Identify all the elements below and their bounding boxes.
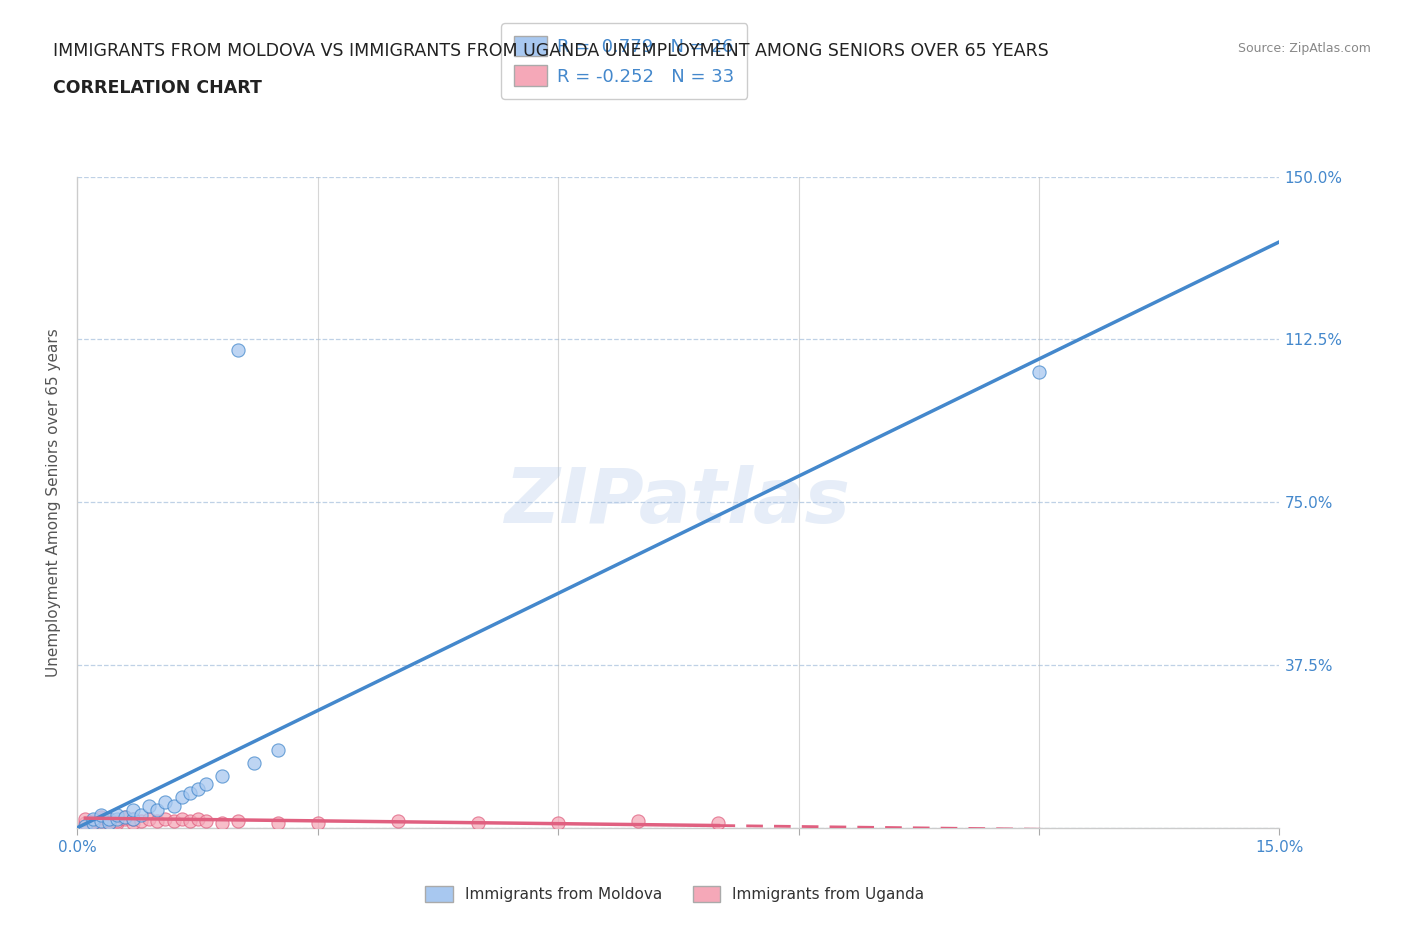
Point (90, 816, 112, 830)
Point (75, 812, 97, 827)
Point (170, 812, 193, 827)
Point (194, 814, 217, 829)
Point (107, 816, 129, 830)
Point (138, 812, 160, 827)
Point (547, 816, 569, 830)
Text: IMMIGRANTS FROM MOLDOVA VS IMMIGRANTS FROM UGANDA UNEMPLOYMENT AMONG SENIORS OVE: IMMIGRANTS FROM MOLDOVA VS IMMIGRANTS FR… (53, 42, 1049, 60)
Point (170, 790, 193, 804)
Point (267, 742, 290, 757)
Point (98, 812, 121, 827)
Point (138, 799, 160, 814)
Point (98, 812, 121, 827)
Point (707, 816, 730, 830)
Point (1028, 365, 1050, 379)
Point (90, 814, 112, 829)
Point (131, 814, 153, 829)
Point (627, 814, 650, 829)
Point (226, 343, 249, 358)
Point (90, 807, 112, 822)
Point (114, 809, 136, 824)
Point (187, 812, 209, 827)
Y-axis label: Unemployment Among Seniors over 65 years: Unemployment Among Seniors over 65 years (46, 328, 62, 677)
Text: Source: ZipAtlas.com: Source: ZipAtlas.com (1237, 42, 1371, 55)
Point (107, 812, 129, 827)
Point (82, 812, 104, 827)
Point (387, 814, 409, 829)
Point (82, 816, 104, 830)
Text: CORRELATION CHART: CORRELATION CHART (53, 79, 263, 97)
Point (162, 799, 184, 814)
Point (122, 803, 145, 817)
Point (211, 768, 233, 783)
Point (122, 816, 145, 830)
Point (187, 781, 209, 796)
Point (155, 812, 177, 827)
Point (307, 816, 329, 830)
Point (179, 786, 201, 801)
Point (179, 814, 201, 829)
Point (131, 807, 153, 822)
Point (211, 816, 233, 830)
Point (82, 816, 104, 830)
Point (90, 809, 112, 824)
Legend: R =  0.779   N = 26, R = -0.252   N = 33: R = 0.779 N = 26, R = -0.252 N = 33 (502, 23, 747, 99)
Point (146, 814, 169, 829)
Point (242, 755, 264, 770)
Point (75, 816, 97, 830)
Legend: Immigrants from Moldova, Immigrants from Uganda: Immigrants from Moldova, Immigrants from… (419, 880, 931, 909)
Point (98, 816, 121, 830)
Point (90, 812, 112, 827)
Point (122, 812, 145, 827)
Point (107, 814, 129, 829)
Point (114, 809, 136, 824)
Point (226, 814, 249, 829)
Point (114, 812, 136, 827)
Point (82, 814, 104, 829)
Point (267, 816, 290, 830)
Point (194, 777, 217, 791)
Point (467, 816, 489, 830)
Point (146, 803, 169, 817)
Point (162, 814, 184, 829)
Point (75, 818, 97, 833)
Point (98, 814, 121, 829)
Point (122, 812, 145, 827)
Point (155, 794, 177, 809)
Point (107, 807, 129, 822)
Text: ZIPatlas: ZIPatlas (505, 465, 852, 539)
